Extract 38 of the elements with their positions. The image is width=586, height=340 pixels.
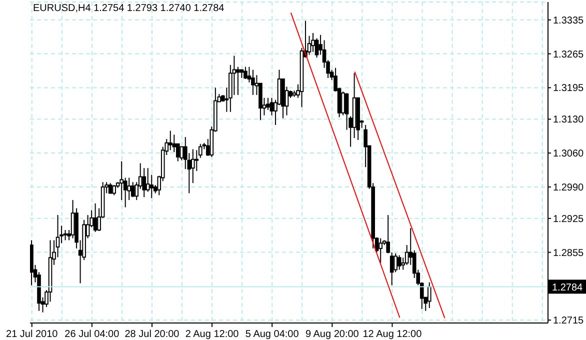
y-tick-label: 1.3335: [553, 15, 584, 26]
x-tick-label: 21 Jul 2010: [6, 329, 58, 340]
candlestick: [70, 200, 75, 239]
y-tick-label: 1.2855: [553, 248, 584, 259]
ref-line-label: 1.2784: [552, 282, 584, 294]
candlestick: [130, 182, 135, 198]
y-tick-label: 1.2925: [553, 214, 584, 225]
x-tick-label: 2 Aug 12:00: [185, 329, 240, 340]
candlestick: [251, 69, 255, 96]
candlestick: [270, 97, 274, 116]
candlestick: [378, 238, 382, 264]
candlestick: [427, 282, 432, 308]
candlestick: [236, 66, 240, 96]
candlestick: [344, 92, 349, 130]
candlestick: [311, 32, 315, 52]
y-tick-label: 1.3060: [553, 148, 584, 160]
x-tick-label: 28 Jul 20:00: [124, 329, 180, 340]
candlestick: [108, 182, 112, 194]
candlestick: [63, 230, 68, 241]
chart-title: EURUSD,H4 1.2754 1.2793 1.2740 1.2784: [33, 3, 224, 14]
candlestick: [244, 66, 248, 80]
y-tick-label: 1.3195: [553, 83, 584, 94]
candlestick: [93, 202, 98, 232]
x-tick-label: 12 Aug 12:00: [362, 329, 422, 340]
candlestick: [168, 130, 172, 151]
y-tick-label: 1.2990: [553, 182, 584, 194]
candlestick: [180, 146, 184, 161]
x-tick-label: 26 Jul 04:00: [64, 329, 120, 340]
candlestick: [150, 174, 154, 199]
y-tick-label: 1.2715: [553, 316, 584, 327]
y-tick-label: 1.3130: [553, 114, 584, 126]
y-tick-label: 1.3265: [553, 49, 584, 60]
candlestick: [397, 254, 402, 270]
candlestick: [194, 150, 199, 172]
candlestick: [394, 252, 398, 273]
x-tick-label: 5 Aug 04:00: [245, 329, 300, 340]
candlestick: [112, 184, 116, 196]
x-tick-label: 9 Aug 20:00: [305, 329, 360, 340]
